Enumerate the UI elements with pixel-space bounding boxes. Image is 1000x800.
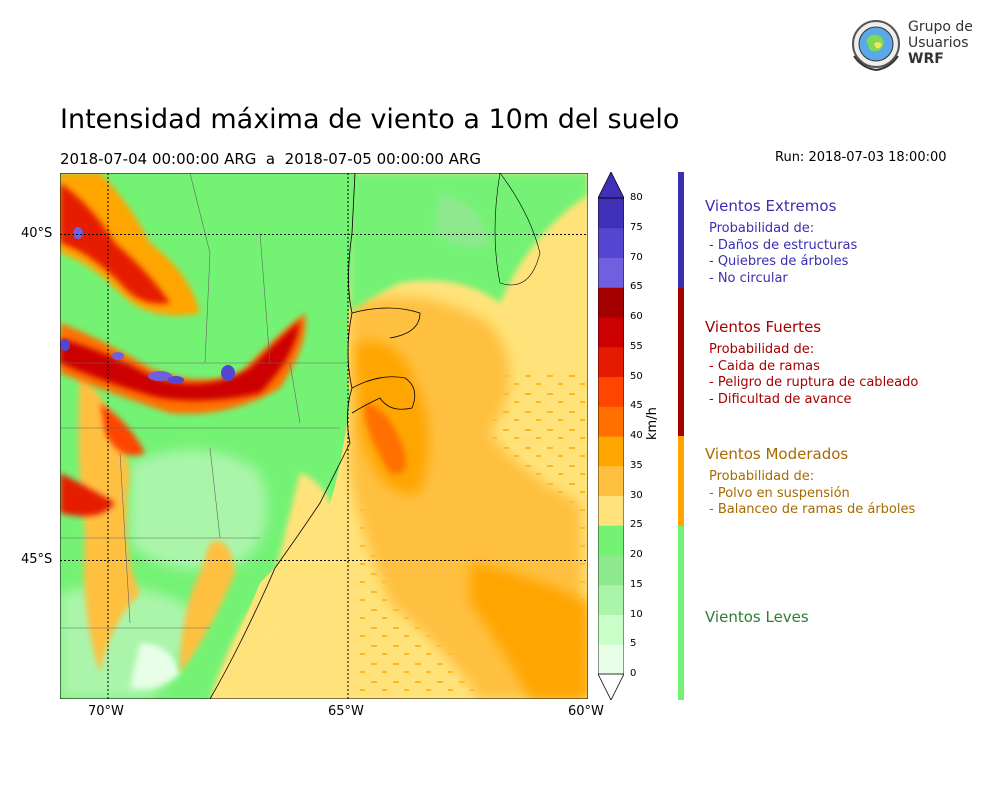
colorbar-tick-label: 35 xyxy=(630,459,643,471)
logo-line-2: Usuarios xyxy=(908,35,969,51)
colorbar-tick-label: 60 xyxy=(630,311,643,322)
logo-line-1: Grupo de xyxy=(908,19,973,35)
colorbar-segment xyxy=(598,257,624,288)
colorbar-tick-label: 0 xyxy=(630,668,637,679)
category-title: Vientos Fuertes xyxy=(705,318,822,336)
colorbar-segment xyxy=(598,584,624,615)
colorbar-segment xyxy=(598,525,624,556)
colorbar-tick-label: 10 xyxy=(630,608,643,620)
colorbar-tick-label: 25 xyxy=(630,519,643,531)
category-line: - Polvo en suspensión xyxy=(709,485,850,501)
globe-emblem-icon xyxy=(852,20,900,72)
category-line: Probabilidad de: xyxy=(709,469,815,484)
colorbar-segment xyxy=(598,436,624,467)
category-title: Vientos Leves xyxy=(705,608,809,626)
colorbar-tick-label: 65 xyxy=(630,281,643,293)
colorbar-segment xyxy=(598,406,624,437)
band-leves xyxy=(678,526,684,700)
category-title: Vientos Moderados xyxy=(705,445,849,463)
category-leves: Vientos Leves xyxy=(705,608,809,626)
category-line: - Quiebres de árboles xyxy=(709,254,849,269)
colorbar-segment xyxy=(598,198,624,229)
category-extremos: Vientos Extremos Probabilidad de: - Daño… xyxy=(705,197,857,287)
colorbar-extend-max xyxy=(598,172,624,199)
colorbar-frame xyxy=(598,197,624,675)
colorbar-segment xyxy=(598,644,624,675)
map-title: Intensidad máxima de viento a 10m del su… xyxy=(60,104,680,135)
colorbar-tick-label: 55 xyxy=(630,340,643,352)
colorbar-tick-label: 45 xyxy=(630,400,643,412)
colorbar-tick-label: 75 xyxy=(630,221,643,233)
logo-line-3: WRF xyxy=(908,51,944,67)
category-line: Probabilidad de: xyxy=(709,221,815,236)
valid-period: 2018-07-04 00:00:00 ARG a 2018-07-05 00:… xyxy=(60,150,482,168)
colorbar-tick-label: 30 xyxy=(630,489,643,501)
category-line: - No circular xyxy=(709,270,788,286)
colorbar-segment xyxy=(598,287,624,318)
category-line: - Daños de estructuras xyxy=(709,237,858,253)
colorbar-tick-label: 5 xyxy=(630,638,637,650)
category-fuertes: Vientos Fuertes Probabilidad de: - Caida… xyxy=(705,318,918,408)
colorbar-segment xyxy=(598,495,624,526)
colorbar-segment xyxy=(598,614,624,645)
category-line: Probabilidad de: xyxy=(709,342,815,357)
wind-map xyxy=(60,173,588,699)
colorbar-tick-label: 50 xyxy=(630,370,643,382)
lat-tick-40s: 40°S xyxy=(21,226,53,241)
colorbar-unit: km/h xyxy=(645,407,660,440)
colorbar-tick-label: 40 xyxy=(630,430,643,441)
lon-tick-60w: 60°W xyxy=(568,704,604,719)
lat-tick-45s: 45°S xyxy=(21,552,53,567)
lon-tick-70w: 70°W xyxy=(88,704,124,719)
band-fuertes xyxy=(678,288,684,436)
run-time: Run: 2018-07-03 18:00:00 xyxy=(775,150,947,165)
colorbar-extend-min xyxy=(598,673,624,700)
colorbar xyxy=(598,172,624,700)
colorbar-segment xyxy=(598,376,624,407)
category-line: - Peligro de ruptura de cableado xyxy=(709,375,919,390)
colorbar-tick-label: 20 xyxy=(630,549,643,560)
category-line: - Balanceo de ramas de árboles xyxy=(709,502,916,517)
colorbar-segment xyxy=(598,346,624,377)
colorbar-segment xyxy=(598,317,624,348)
colorbar-segment xyxy=(598,555,624,586)
band-moderados xyxy=(678,436,684,526)
category-line: - Dificultad de avance xyxy=(709,391,852,407)
colorbar-tick-label: 70 xyxy=(630,251,643,263)
colorbar-tick-label: 15 xyxy=(630,578,643,590)
wrf-logo: Grupo de Usuarios WRF xyxy=(848,18,978,74)
category-line: - Caida de ramas xyxy=(709,358,820,374)
colorbar-segment xyxy=(598,465,624,496)
band-extremos xyxy=(678,172,684,288)
lon-tick-65w: 65°W xyxy=(328,704,364,719)
category-title: Vientos Extremos xyxy=(705,197,837,215)
colorbar-segment xyxy=(598,227,624,258)
category-moderados: Vientos Moderados Probabilidad de: - Pol… xyxy=(705,445,915,519)
colorbar-tick-label: 80 xyxy=(630,192,643,203)
